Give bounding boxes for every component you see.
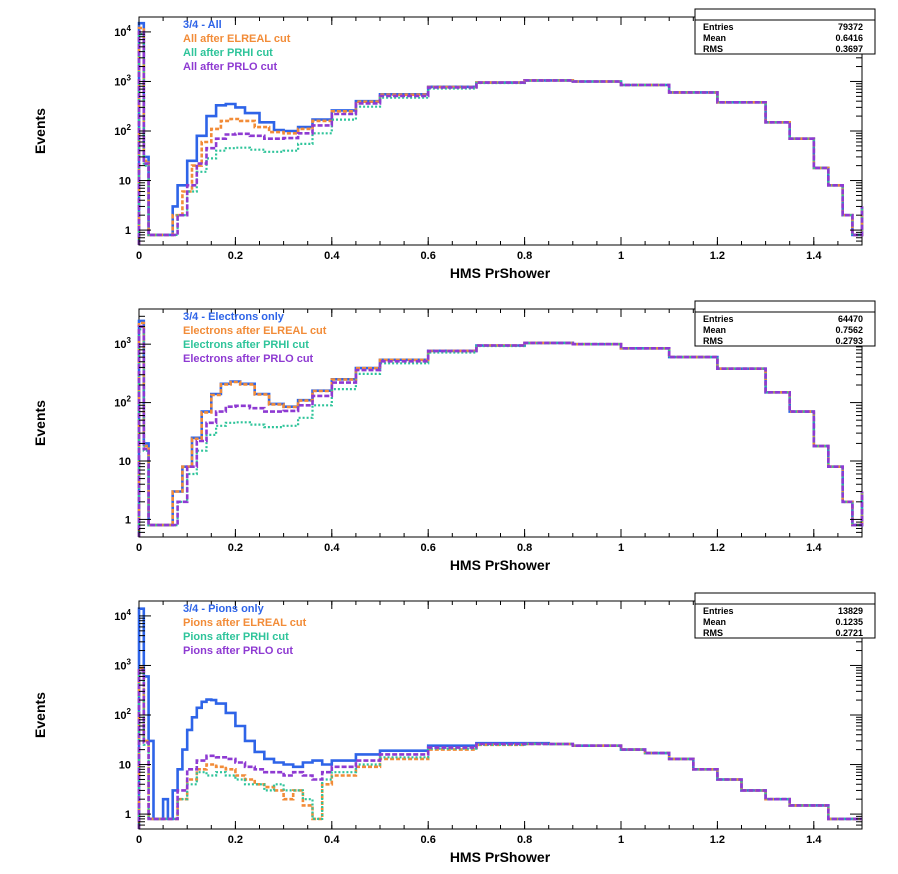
y-tick-label: 102 — [114, 395, 131, 410]
stats-label: RMS — [703, 44, 723, 54]
x-tick-label: 0.4 — [324, 834, 340, 846]
x-tick-label: 0.2 — [228, 834, 243, 846]
stats-label: Mean — [703, 33, 726, 43]
stats-label: RMS — [703, 336, 723, 346]
legend-entry: Electrons after PRHI cut — [183, 339, 309, 351]
x-tick-label: 1.2 — [710, 250, 725, 262]
x-axis-title: HMS PrShower — [450, 849, 551, 865]
chart-panel-3: 0 0.2 0.4 0.6 0.8 1 1.2 1.4 1 10 102 103 104 HMS PrSh… — [32, 592, 876, 865]
y-tick-label: 10 — [119, 760, 131, 772]
stats-value: 0.7562 — [835, 325, 863, 335]
x-tick-label: 1.2 — [710, 834, 725, 846]
stats-label: Mean — [703, 325, 726, 335]
x-tick-label: 0 — [136, 542, 142, 554]
x-tick-label: 0.2 — [228, 542, 243, 554]
x-tick-label: 0.4 — [324, 250, 340, 262]
y-tick-label: 1 — [125, 225, 131, 237]
legend-entry: All after PRLO cut — [183, 61, 277, 73]
x-tick-label: 1.4 — [806, 834, 822, 846]
series-line-prlo — [137, 325, 864, 537]
stats-value: 0.2793 — [835, 336, 863, 346]
legend-entry: 3/4 - All — [183, 19, 222, 31]
series-line-prhi — [137, 328, 864, 537]
x-tick-label: 0.8 — [517, 250, 532, 262]
stats-title-box — [694, 300, 876, 313]
x-tick-label: 1 — [618, 834, 624, 846]
x-tick-label: 0.4 — [324, 542, 340, 554]
y-tick-label: 104 — [114, 24, 131, 39]
stats-label: Entries — [703, 314, 734, 324]
x-tick-label: 0.8 — [517, 542, 532, 554]
stats-value: 64470 — [838, 314, 863, 324]
y-axis-title: Events — [32, 108, 48, 154]
stats-value: 13829 — [838, 606, 863, 616]
legend-entry: 3/4 - Pions only — [183, 603, 265, 615]
y-axis-title: Events — [32, 400, 48, 446]
y-axis-title: Events — [32, 692, 48, 738]
series-line-prlo — [137, 669, 862, 829]
x-tick-label: 0.2 — [228, 250, 243, 262]
stats-value: 0.2721 — [835, 628, 863, 638]
legend-entry: 3/4 - Electrons only — [183, 311, 285, 323]
x-tick-label: 0.8 — [517, 834, 532, 846]
y-tick-label: 10 — [119, 456, 131, 468]
x-tick-label: 0.6 — [421, 250, 436, 262]
series-line-prhi — [137, 33, 864, 245]
stats-label: Entries — [703, 606, 734, 616]
y-tick-label: 103 — [114, 336, 131, 351]
y-tick-label: 102 — [114, 123, 131, 138]
legend-entry: Electrons after PRLO cut — [183, 353, 314, 365]
stats-value: 0.3697 — [835, 44, 863, 54]
stats-box — [694, 19, 876, 55]
x-tick-label: 0 — [136, 834, 142, 846]
legend-entry: Pions after PRHI cut — [183, 631, 289, 643]
y-tick-label: 103 — [114, 657, 131, 672]
x-tick-label: 1.4 — [806, 542, 822, 554]
y-tick-label: 103 — [114, 73, 131, 88]
x-tick-label: 0 — [136, 250, 142, 262]
legend-entry: All after PRHI cut — [183, 47, 273, 59]
x-tick-label: 1.2 — [710, 542, 725, 554]
legend-entry: Pions after PRLO cut — [183, 645, 293, 657]
x-tick-label: 0.6 — [421, 834, 436, 846]
x-tick-label: 1.4 — [806, 250, 822, 262]
x-tick-label: 0.6 — [421, 542, 436, 554]
y-tick-label: 1 — [125, 514, 131, 526]
stats-box — [694, 603, 876, 639]
x-tick-label: 1 — [618, 542, 624, 554]
y-tick-label: 1 — [125, 809, 131, 821]
x-tick-label: 1 — [618, 250, 624, 262]
stats-label: Mean — [703, 617, 726, 627]
series-line-elreal — [137, 666, 862, 829]
stats-value: 0.6416 — [835, 33, 863, 43]
x-axis-title: HMS PrShower — [450, 557, 551, 573]
y-tick-label: 102 — [114, 707, 131, 722]
stats-label: Entries — [703, 22, 734, 32]
y-tick-label: 104 — [114, 608, 131, 623]
stats-value: 79372 — [838, 22, 863, 32]
chart-panel-1: 0 0.2 0.4 0.6 0.8 1 1.2 1.4 1 10 102 103 104 HMS PrSh… — [32, 8, 876, 281]
legend-entry: All after ELREAL cut — [183, 33, 291, 45]
stats-value: 0.1235 — [835, 617, 863, 627]
stats-box — [694, 311, 876, 347]
stats-title-box — [694, 592, 876, 605]
legend-entry: Pions after ELREAL cut — [183, 617, 307, 629]
series-line-prhi — [137, 672, 862, 829]
stats-label: RMS — [703, 628, 723, 638]
stats-title-box — [694, 8, 876, 21]
chart-panel-2: 0 0.2 0.4 0.6 0.8 1 1.2 1.4 1 10 102 103 HMS PrShowe… — [32, 300, 876, 573]
legend-entry: Electrons after ELREAL cut — [183, 325, 327, 337]
x-axis-title: HMS PrShower — [450, 265, 551, 281]
y-tick-label: 10 — [119, 176, 131, 188]
series-line-prlo — [137, 30, 864, 245]
